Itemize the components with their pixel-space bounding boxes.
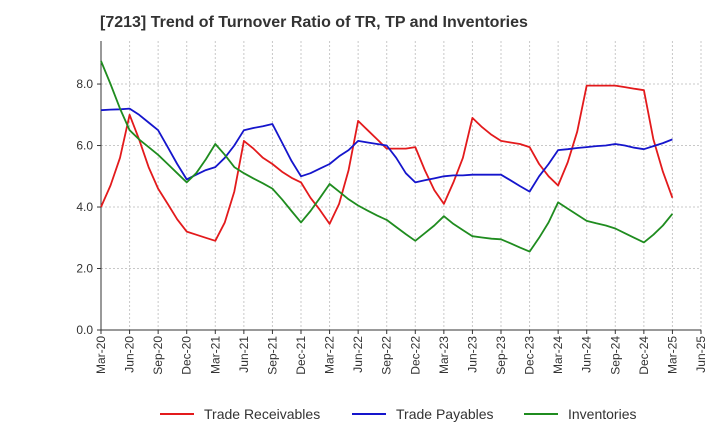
x-tick-label: Jun-20 — [123, 336, 137, 373]
chart-title: [7213] Trend of Turnover Ratio of TR, TP… — [100, 14, 528, 31]
x-tick-label: Mar-24 — [551, 336, 565, 374]
x-tick-label: Dec-23 — [523, 336, 537, 375]
axes — [97, 41, 702, 334]
series-line-trade-payables — [100, 107, 673, 193]
x-tick-label: Jun-25 — [694, 336, 708, 373]
x-tick-label: Dec-24 — [637, 336, 651, 375]
x-tick-label: Dec-22 — [408, 336, 422, 375]
x-tick-labels: Mar-20 Jun-20 Sep-20 Dec-20 Mar-21 Jun-21 Sep-… — [94, 336, 708, 375]
y-tick-label: 2.0 — [76, 262, 93, 276]
series-line-trade-receivables — [100, 84, 674, 242]
x-tick-label: Jun-22 — [351, 336, 365, 373]
x-tick-label: Sep-23 — [494, 336, 508, 375]
y-tick-label: 6.0 — [76, 139, 93, 153]
x-tick-label: Mar-21 — [208, 336, 222, 374]
series-line-inventories — [100, 60, 674, 253]
series-lines — [100, 60, 674, 253]
legend: Trade Receivables Trade Payables Inventori… — [160, 406, 636, 422]
x-tick-label: Mar-22 — [323, 336, 337, 374]
x-tick-label: Sep-20 — [151, 336, 165, 375]
x-tick-label: Dec-21 — [294, 336, 308, 375]
x-tick-label: Sep-22 — [380, 336, 394, 375]
y-tick-label: 4.0 — [76, 200, 93, 214]
legend-label-inventories: Inventories — [568, 406, 636, 422]
x-tick-label: Mar-20 — [94, 336, 108, 374]
x-tick-label: Dec-20 — [180, 336, 194, 375]
x-tick-label: Mar-25 — [665, 336, 679, 374]
x-tick-label: Mar-23 — [437, 336, 451, 374]
legend-label-trade-payables: Trade Payables — [396, 406, 494, 422]
x-tick-label: Jun-21 — [237, 336, 251, 373]
x-tick-label: Sep-24 — [608, 336, 622, 375]
x-tick-label: Jun-24 — [580, 336, 594, 373]
legend-label-trade-receivables: Trade Receivables — [204, 406, 320, 422]
x-tick-label: Jun-23 — [465, 336, 479, 373]
y-tick-labels: 0.0 2.0 4.0 6.0 8.0 — [76, 77, 93, 337]
y-tick-label: 8.0 — [76, 77, 93, 91]
y-tick-label: 0.0 — [76, 323, 93, 337]
grid-lines — [100, 41, 702, 331]
x-tick-label: Sep-21 — [265, 336, 279, 375]
